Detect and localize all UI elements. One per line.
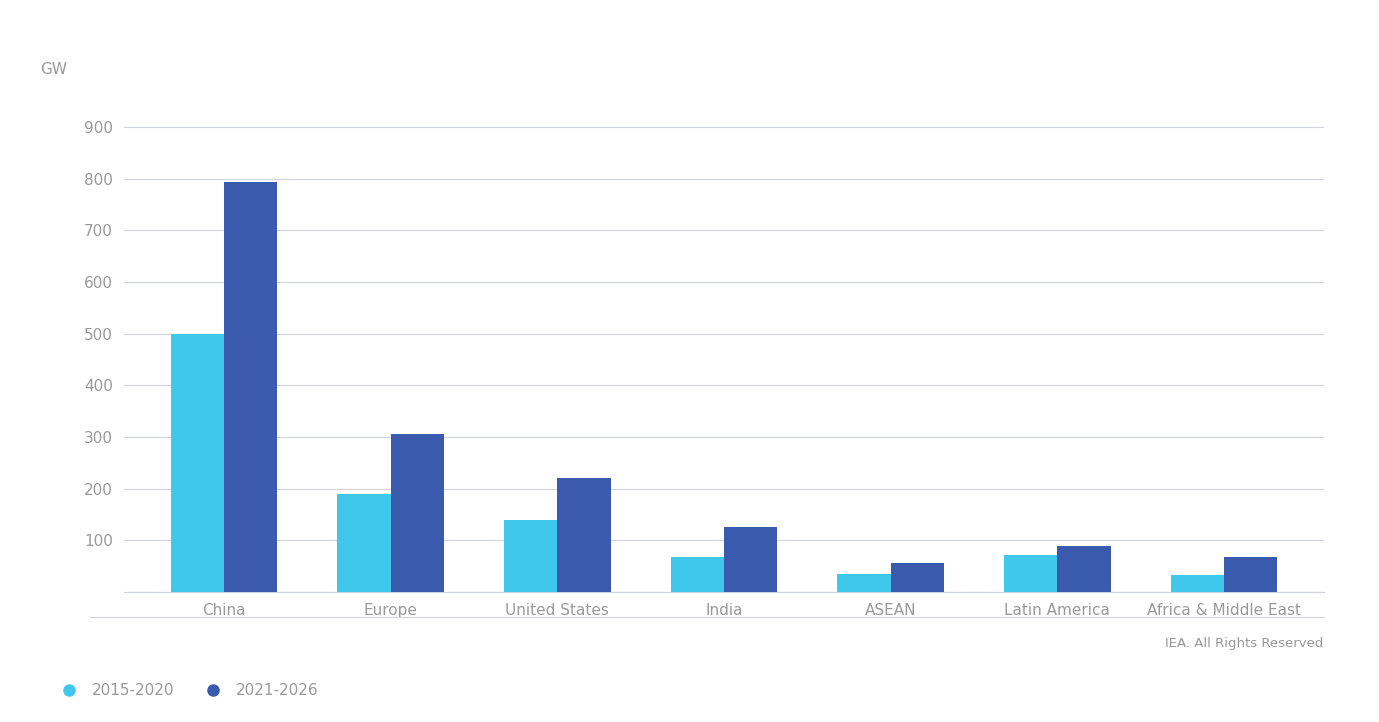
Bar [1225,557,1277,592]
Bar [557,479,611,592]
Bar [390,435,444,592]
Legend: 2015-2020, 2021-2026: 2015-2020, 2021-2026 [54,683,319,698]
Bar [724,527,778,592]
Bar [338,494,390,592]
Bar [837,574,891,592]
Bar [891,562,945,592]
Bar [171,334,223,592]
Bar [1004,554,1058,592]
Bar [670,557,724,592]
Text: IEA. All Rights Reserved: IEA. All Rights Reserved [1165,637,1324,650]
Bar [505,520,557,592]
Text: GW: GW [40,62,68,77]
Bar [1171,575,1223,592]
Bar [1058,546,1110,592]
Bar [223,182,277,592]
